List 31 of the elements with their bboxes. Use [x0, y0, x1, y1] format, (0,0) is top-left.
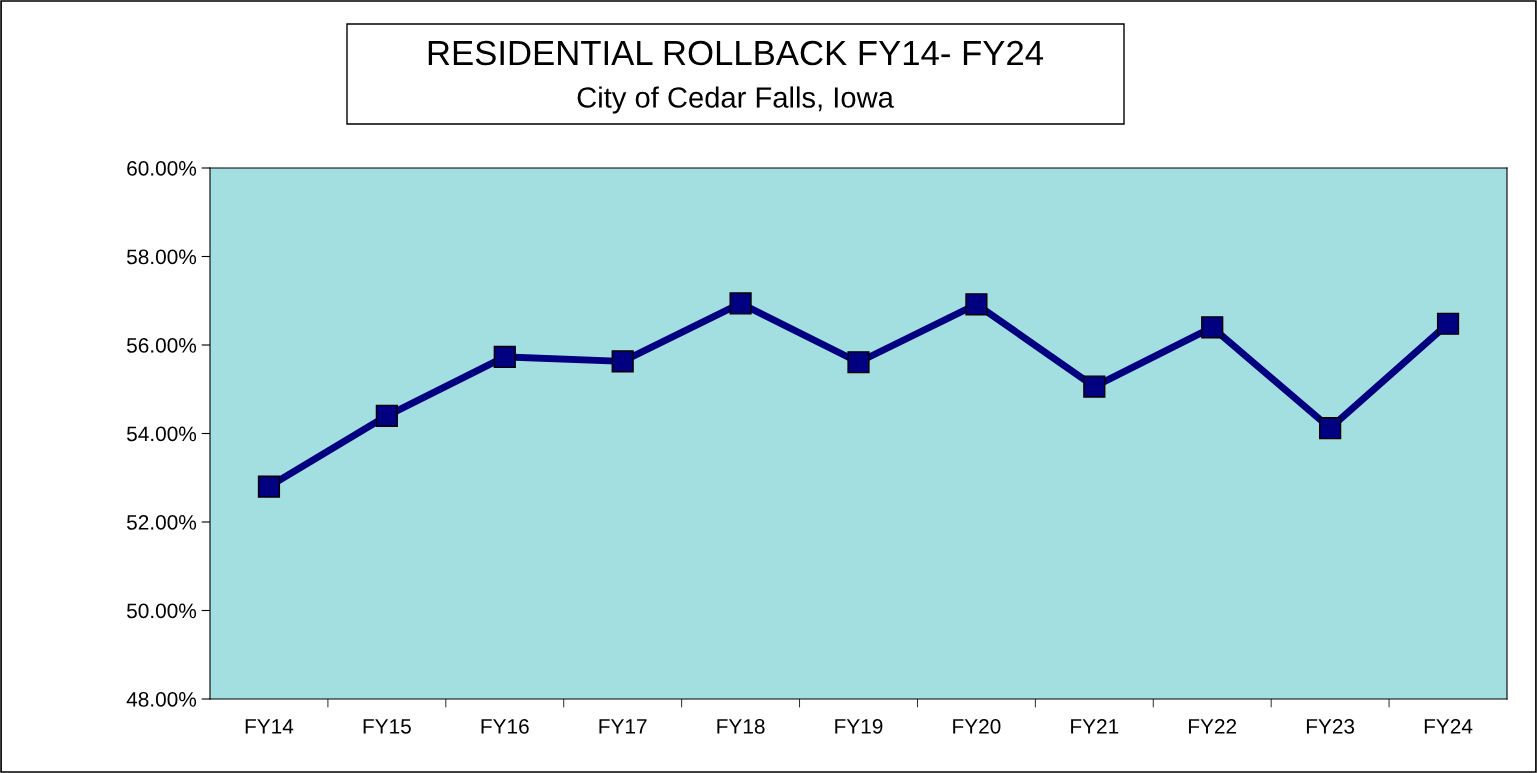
x-tick-label: FY24	[1424, 718, 1473, 734]
y-tick-label: 60.00%	[127, 161, 197, 176]
point	[1436, 312, 1460, 335]
point	[611, 350, 634, 373]
point	[375, 404, 398, 427]
x-tick-label: FY14	[245, 719, 294, 734]
chart-title: RESIDENTIAL ROLLBACK FY14- FY24	[428, 40, 1044, 66]
y-tick-label: 52.00%	[126, 515, 197, 530]
chart-subtitle: City of Cedar Falls, Iowa	[577, 86, 894, 114]
x-tick-label: FY19	[835, 718, 883, 734]
y-tick-label: 56.00%	[126, 338, 197, 353]
point	[257, 475, 281, 498]
y-tick-label: 58.00%	[126, 249, 197, 265]
x-tick-label: FY18	[717, 718, 765, 734]
point	[729, 292, 752, 315]
point	[1319, 417, 1342, 440]
x-tick-label: FY15	[363, 719, 411, 734]
x-tick-label: FY21	[1071, 718, 1119, 734]
point	[493, 345, 516, 369]
y-tick-label: 54.00%	[126, 426, 197, 442]
x-tick-label: FY22	[1189, 718, 1237, 734]
point	[1201, 316, 1224, 339]
y-tick-label: 50.00%	[126, 603, 197, 619]
point	[1083, 375, 1106, 398]
x-tick-label: FY23	[1306, 718, 1355, 734]
x-tick-label: FY16	[481, 718, 529, 734]
x-tick-label: FY20	[953, 718, 1001, 734]
y-tick-label: 48.00%	[126, 692, 197, 707]
point	[847, 351, 870, 374]
point	[965, 293, 988, 316]
x-tick-label: FY17	[599, 719, 647, 734]
